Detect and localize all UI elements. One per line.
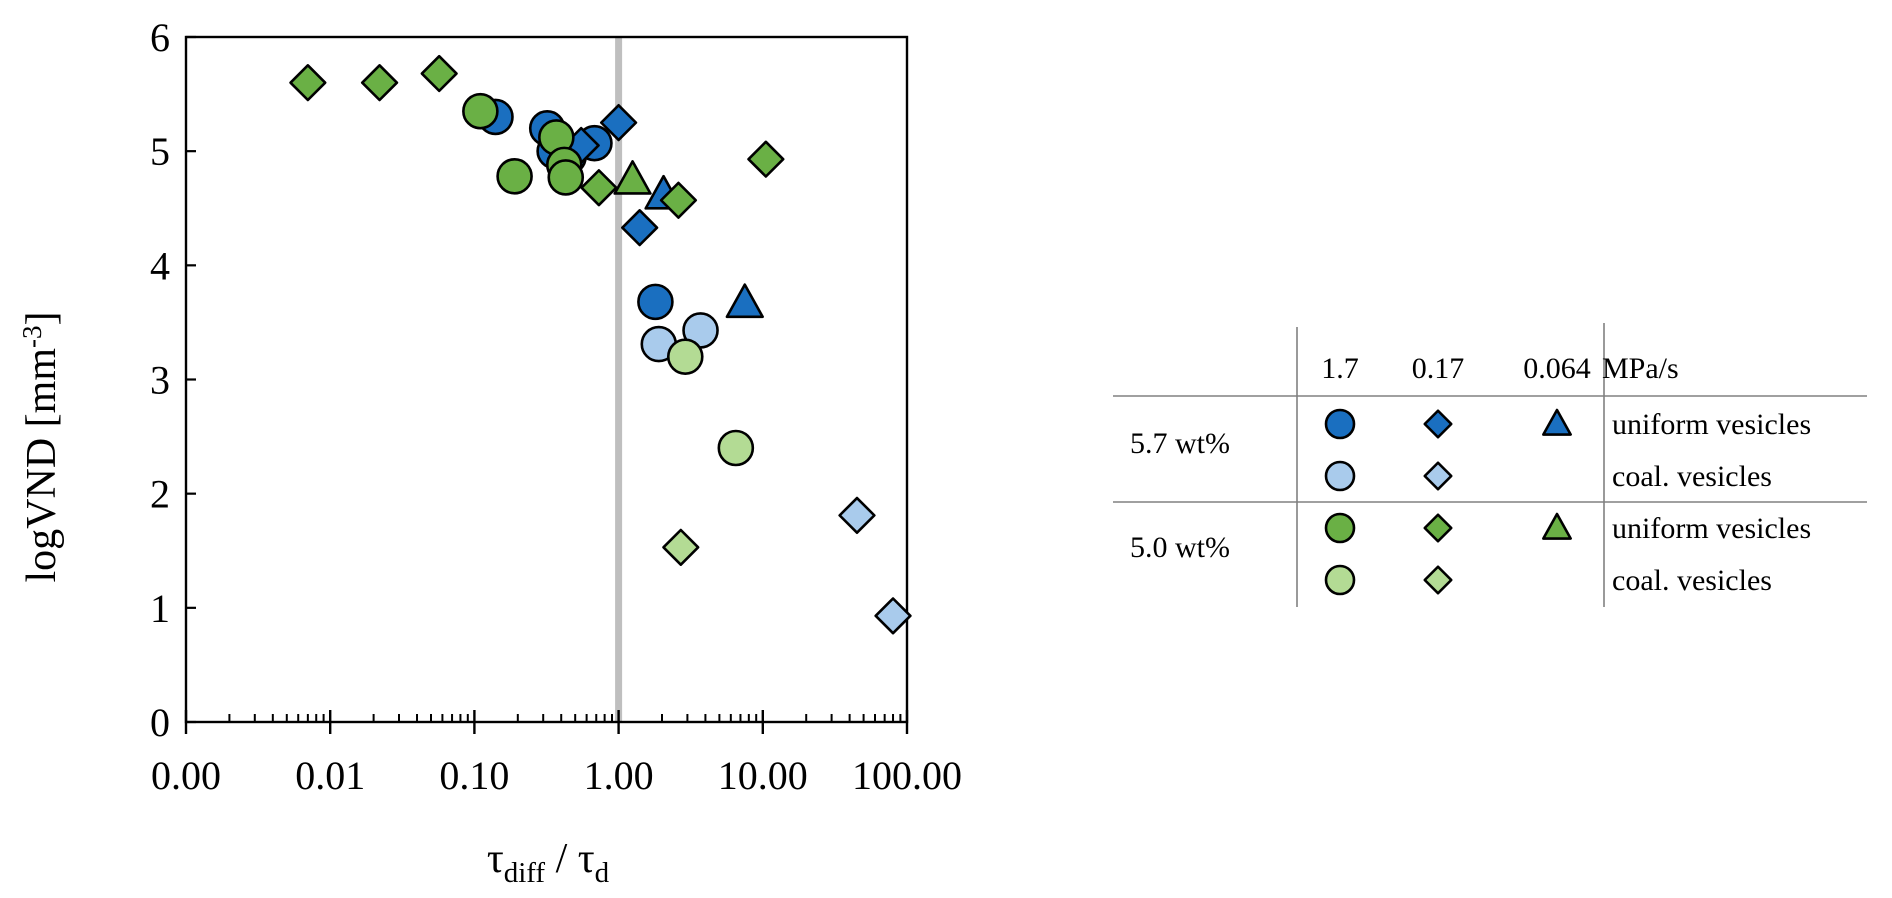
data-point-light-blue-diamond	[838, 496, 876, 534]
legend-marker-dark-green-circle	[1324, 512, 1356, 544]
legend-marker-light-green-circle	[1324, 564, 1356, 596]
x-tick-label: 100.00	[852, 753, 962, 798]
legend-unit-header: MPa/s	[1602, 352, 1679, 385]
legend-rate-header: 0.17	[1412, 352, 1465, 385]
legend-marker-dark-green-diamond	[1423, 513, 1453, 543]
y-tick-label: 4	[150, 243, 170, 288]
data-point-dark-green-diamond	[659, 181, 698, 219]
y-tick-label: 3	[150, 358, 170, 403]
y-tick-label: 5	[150, 129, 170, 174]
data-point-dark-green-triangle	[613, 160, 652, 195]
y-tick-label: 6	[150, 15, 170, 60]
legend-marker-dark-green-triangle	[1542, 512, 1572, 540]
data-point-dark-blue-diamond	[599, 103, 638, 142]
data-point-light-blue-diamond	[874, 597, 912, 635]
legend-marker-dark-blue-triangle	[1542, 408, 1572, 436]
data-point-dark-green-diamond	[289, 64, 327, 102]
data-point-dark-blue-circle	[637, 283, 674, 321]
legend-row-label: coal. vesicles	[1612, 564, 1772, 597]
data-point-light-green-circle	[717, 429, 755, 467]
legend-marker-light-green-diamond	[1423, 565, 1453, 595]
plot-area: 0 1 2 3 4 5 6 0.00 0.01 0.10 1.00 10.00 100.00	[150, 15, 962, 798]
legend-row-label: uniform vesicles	[1612, 408, 1811, 441]
legend-marker-light-blue-circle	[1324, 460, 1356, 492]
x-axis-title: τdiff / τd	[487, 836, 610, 889]
data-point-dark-green-circle	[462, 92, 499, 130]
legend-marker-light-blue-diamond	[1423, 461, 1453, 491]
legend-table: 1.7 0.17 0.064 MPa/s 5.7 wt% uniform vesicles…	[1113, 323, 1867, 607]
legend-row-label: coal. vesicles	[1612, 460, 1772, 493]
data-point-dark-green-diamond	[580, 169, 618, 207]
y-tick-label: 0	[150, 700, 170, 745]
y-tick-label: 1	[150, 586, 170, 631]
legend-marker-dark-blue-diamond	[1423, 409, 1453, 439]
x-tick-label: 0.10	[439, 753, 509, 798]
data-point-light-green-circle	[666, 338, 704, 375]
data-point-dark-green-circle	[547, 159, 585, 196]
data-point-dark-blue-triangle	[725, 283, 764, 319]
x-tick-label: 0.01	[295, 753, 365, 798]
x-tick-label: 0.00	[151, 753, 221, 798]
x-tick-label: 1.00	[584, 753, 654, 798]
legend-marker-dark-blue-circle	[1324, 408, 1356, 440]
data-point-dark-blue-diamond	[621, 209, 659, 247]
data-point-dark-green-circle	[496, 157, 533, 195]
data-point-light-green-diamond	[662, 528, 700, 566]
legend-row-label: uniform vesicles	[1612, 512, 1811, 545]
data-point-dark-green-diamond	[360, 64, 399, 102]
data-point-dark-green-diamond	[747, 140, 785, 178]
legend-rate-header: 0.064	[1523, 352, 1591, 385]
y-tick-label: 2	[150, 472, 170, 517]
legend-group-label: 5.7 wt%	[1130, 427, 1230, 460]
legend-rate-header: 1.7	[1321, 352, 1359, 385]
y-axis-title: logVND [mm-3]	[17, 312, 65, 583]
data-point-dark-green-diamond	[420, 54, 458, 93]
legend-group-label: 5.0 wt%	[1130, 531, 1230, 564]
x-tick-label: 10.00	[718, 753, 808, 798]
